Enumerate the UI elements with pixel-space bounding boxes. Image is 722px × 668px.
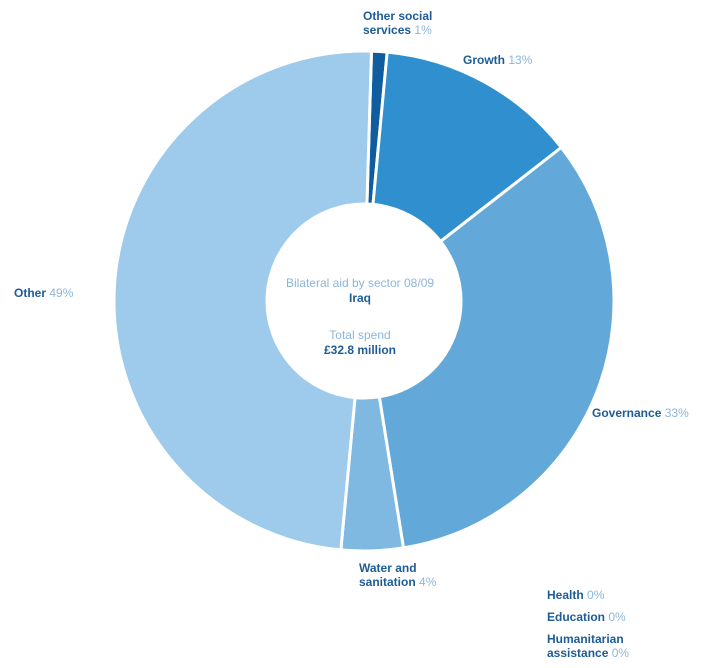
label-text: Other social [363, 9, 433, 23]
label-percent: 13% [508, 53, 533, 67]
label-text: Growth [463, 53, 505, 67]
label-percent: 49% [49, 286, 74, 300]
label-text: Governance [592, 406, 662, 420]
total-value: £32.8 million [323, 343, 397, 357]
label-text: assistance [547, 646, 609, 660]
label-percent: 0% [608, 610, 626, 624]
slice-growth [371, 50, 564, 244]
label-text: sanitation [359, 575, 416, 589]
label-text: services [363, 23, 412, 37]
label-growth: Growth 13% [463, 53, 532, 67]
label-percent: 0% [587, 588, 605, 602]
label-text: Education [547, 610, 606, 624]
label-percent: 4% [419, 575, 437, 589]
slice-other [112, 49, 374, 552]
label-water-sanitation: Water and sanitation 4% [359, 561, 436, 589]
label-health: Health 0% [547, 588, 604, 602]
slice-governance [377, 145, 616, 550]
label-education: Education 0% [547, 610, 626, 624]
label-other-social-services: Other social services 1% [363, 9, 432, 37]
label-percent: 1% [414, 23, 432, 37]
label-text: Other [14, 286, 47, 300]
label-percent: 33% [664, 406, 689, 420]
label-text: Health [547, 588, 584, 602]
label-humanitarian-assistance: Humanitarian assistance 0% [547, 632, 629, 660]
label-text: Humanitarian [547, 632, 624, 646]
label-governance: Governance 33% [592, 406, 689, 420]
chart-title: Bilateral aid by sector 08/09 [285, 276, 435, 290]
label-text: Water and [359, 561, 417, 575]
label-percent: 0% [611, 646, 630, 660]
total-label: Total spend [329, 328, 391, 342]
label-other: Other 49% [14, 286, 73, 300]
chart-subtitle: Iraq [348, 291, 371, 305]
